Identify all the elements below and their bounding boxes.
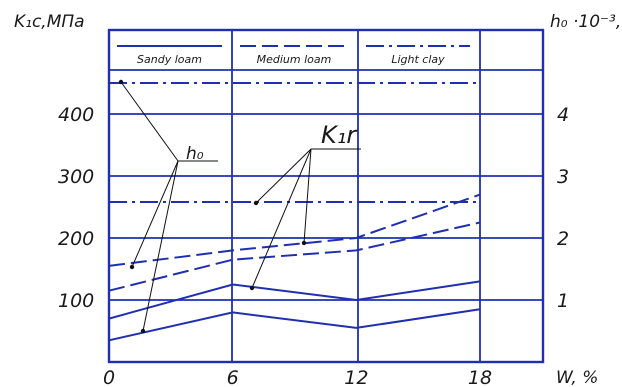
y-right-axis-label: h₀ ·10⁻³, м. <box>550 12 622 32</box>
series-line <box>108 193 481 267</box>
legend-item-label: Sandy loam <box>137 53 202 66</box>
legend-item-label: Light clay <box>391 53 445 66</box>
leader-dot <box>249 285 255 291</box>
y-right-tick-label: 3 <box>557 166 569 188</box>
annotations: h₀ K₁r <box>118 79 361 334</box>
leader-dot <box>253 200 259 206</box>
series-line <box>108 221 481 292</box>
leader-dot <box>140 328 146 334</box>
x-axis-label: W, % <box>556 368 598 387</box>
plot-frame <box>107 28 545 364</box>
y-left-tick-label: 300 <box>58 166 94 188</box>
leader-line <box>131 160 179 268</box>
annotation-h: h₀ <box>186 144 204 164</box>
y-left-tick-label: 100 <box>58 290 94 312</box>
leader-dot <box>301 240 307 246</box>
series-line <box>108 308 481 342</box>
leader-line <box>120 81 179 162</box>
leader-line <box>303 148 312 244</box>
x-tick-label: 6 <box>227 367 239 387</box>
y-left-tick-label: 200 <box>58 228 94 250</box>
annotation-k: K₁r <box>321 121 358 149</box>
x-tick-label: 18 <box>468 367 492 387</box>
leader-line <box>142 160 179 332</box>
y-right-tick-label: 4 <box>557 104 569 126</box>
y-left-tick-label: 400 <box>58 104 94 126</box>
leader-line <box>251 148 312 289</box>
x-tick-label: 12 <box>344 367 368 387</box>
series-layer <box>108 82 481 342</box>
leader-dot <box>118 79 124 85</box>
x-tick-label: 0 <box>103 367 115 387</box>
y-right-tick-label: 2 <box>557 228 569 250</box>
leader-line <box>255 148 312 204</box>
y-left-axis-label: K₁с,МПа <box>14 12 85 32</box>
legend-item-label: Medium loam <box>257 53 332 66</box>
leader-dot <box>129 264 135 270</box>
y-right-tick-label: 1 <box>557 290 569 312</box>
legend: Sandy loam Medium loam Light clay <box>117 45 470 66</box>
series-line <box>108 280 481 320</box>
